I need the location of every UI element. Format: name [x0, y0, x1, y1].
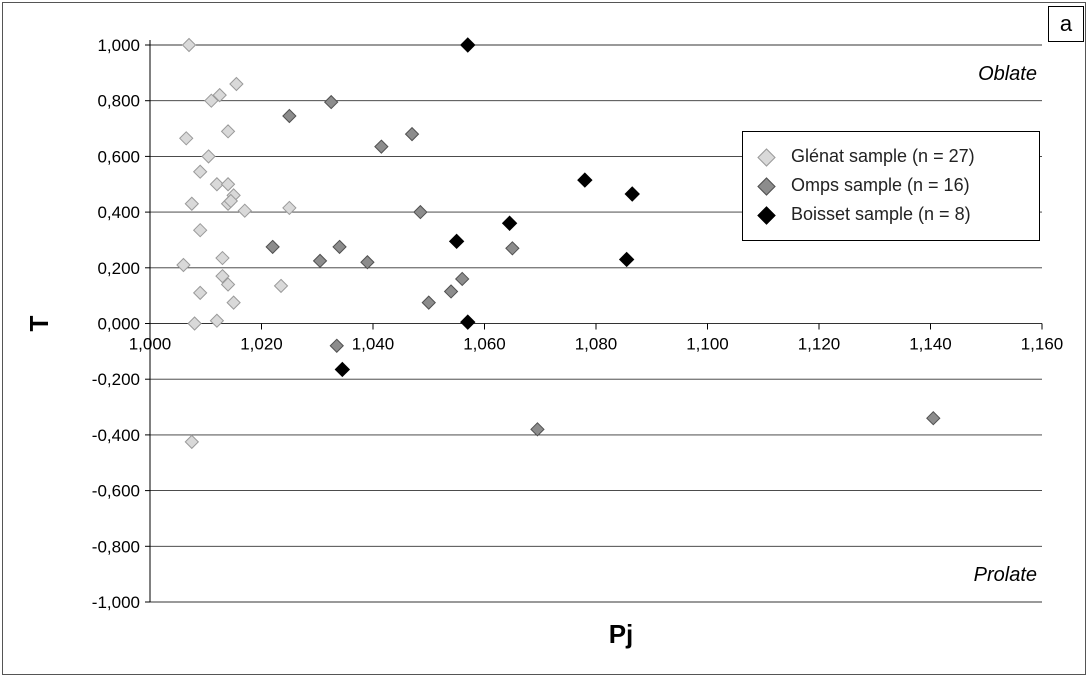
y-tick-label: 0,400 [97, 203, 140, 222]
x-tick-label: 1,080 [575, 335, 618, 354]
boisset-point [624, 186, 640, 202]
glenat-point [192, 285, 208, 301]
prolate-annotation: Prolate [974, 564, 1037, 586]
omps-point [443, 284, 459, 299]
boisset-point [618, 251, 635, 268]
y-tick-label: -0,200 [92, 370, 140, 389]
glenat-point [204, 93, 219, 108]
omps-point [374, 139, 389, 154]
legend-item-boisset: Boisset sample (n = 8) [743, 200, 1039, 229]
glenat-point [209, 313, 225, 328]
omps-point [404, 126, 420, 142]
omps-point [926, 410, 941, 426]
glenat-point [212, 87, 227, 103]
glenat-point [184, 196, 200, 211]
glenat-point [229, 76, 244, 92]
omps-point [312, 253, 328, 269]
boisset-point [577, 172, 593, 188]
panel-label: a [1048, 6, 1084, 42]
legend: Glénat sample (n = 27) Omps sample (n = … [742, 131, 1040, 241]
y-axis-label: T [24, 315, 54, 331]
y-tick-label: -1,000 [92, 593, 140, 612]
boisset-point [501, 215, 518, 231]
black-diamond-icon [757, 206, 775, 224]
light-diamond-icon [757, 148, 775, 166]
glenat-point [226, 295, 241, 310]
glenat-point [215, 268, 230, 284]
y-tick-label: 0,600 [97, 147, 140, 166]
glenat-point [181, 37, 197, 53]
omps-point [360, 255, 375, 270]
omps-point [505, 241, 520, 256]
glenat-point [220, 124, 236, 139]
oblate-annotation: Oblate [978, 63, 1037, 85]
x-tick-label: 1,120 [798, 335, 841, 354]
gray-diamond-icon [757, 177, 775, 195]
omps-point [332, 239, 347, 255]
glenat-point [184, 434, 200, 450]
x-tick-label: 1,140 [909, 335, 952, 354]
omps-point [421, 295, 436, 310]
x-tick-label: 1,060 [463, 335, 506, 354]
y-tick-label: 0,200 [97, 259, 140, 278]
glenat-point [237, 203, 252, 218]
omps-point [454, 271, 470, 287]
glenat-point [220, 277, 236, 292]
omps-point [323, 94, 339, 110]
glenat-point [187, 316, 202, 331]
legend-label: Boisset sample (n = 8) [791, 204, 971, 224]
omps-point [265, 239, 280, 255]
glenat-point [282, 200, 297, 216]
boisset-point [334, 361, 351, 378]
y-tick-label: 0,800 [97, 92, 140, 111]
omps-point [413, 204, 428, 220]
x-tick-label: 1,020 [240, 335, 283, 354]
legend-item-omps: Omps sample (n = 16) [743, 171, 1039, 200]
glenat-point [215, 250, 230, 266]
y-tick-label: 1,000 [97, 36, 140, 55]
glenat-point [273, 278, 289, 294]
glenat-point [223, 193, 239, 209]
glenat-point [192, 164, 208, 179]
glenat-point [179, 131, 194, 146]
legend-label: Glénat sample (n = 27) [791, 146, 975, 166]
legend-label: Omps sample (n = 16) [791, 175, 970, 195]
glenat-point [209, 177, 225, 192]
glenat-point [220, 177, 236, 192]
x-axis-label: Pj [609, 619, 634, 649]
y-tick-label: -0,600 [92, 482, 140, 501]
glenat-point [192, 222, 208, 238]
y-tick-label: -0,400 [92, 426, 140, 445]
omps-point [282, 108, 297, 124]
x-tick-label: 1,000 [129, 335, 172, 354]
y-tick-label: 0,000 [97, 315, 140, 334]
glenat-point [201, 149, 216, 164]
omps-point [530, 422, 545, 437]
x-tick-label: 1,160 [1021, 335, 1064, 354]
glenat-point [176, 257, 191, 273]
boisset-point [448, 233, 465, 250]
boisset-point [460, 37, 476, 53]
boisset-point [460, 314, 476, 330]
legend-item-glenat: Glénat sample (n = 27) [743, 142, 1039, 171]
x-tick-label: 1,040 [352, 335, 395, 354]
omps-point [329, 338, 344, 353]
y-tick-label: -0,800 [92, 537, 140, 556]
x-tick-label: 1,100 [686, 335, 729, 354]
